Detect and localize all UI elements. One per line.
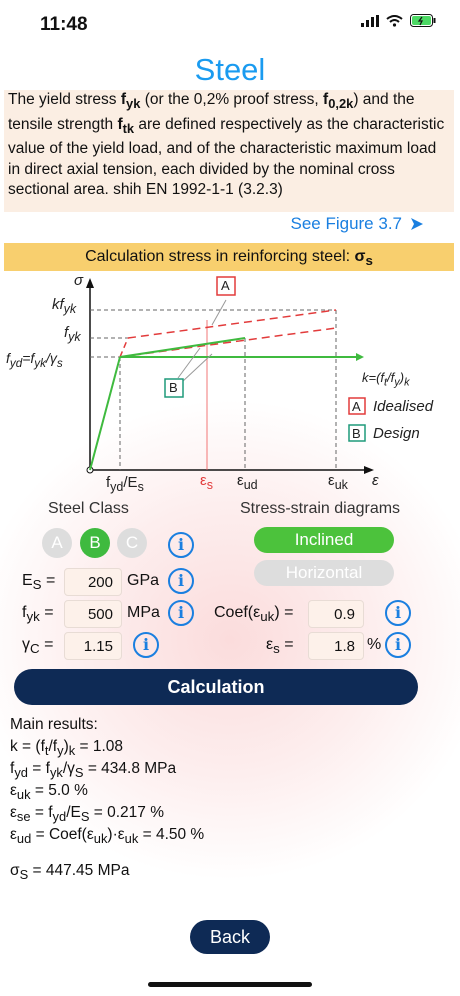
page-title: Steel [194, 52, 266, 87]
kfyk-label: kfyk [52, 296, 77, 316]
legend-b-box: B [352, 426, 361, 441]
stress-strain-diagram: σ ε kfyk fyk fyd=fyk/γs fyd/Es εs εud εu… [0, 270, 460, 500]
fyk-label: fyk [64, 324, 81, 344]
sigma-axis-label: σ [74, 272, 84, 289]
status-icons [361, 14, 436, 27]
status-bar: 11:48 [0, 0, 460, 50]
eps-unit: % [367, 636, 382, 653]
es-input[interactable]: 200 [64, 568, 122, 596]
class-b-button[interactable]: B [80, 528, 110, 558]
wifi-icon [386, 14, 403, 27]
see-figure-link[interactable]: See Figure 3.7 [290, 214, 424, 234]
box-b-label: B [169, 380, 178, 395]
class-info-icon[interactable]: i [168, 532, 194, 558]
class-c-button[interactable]: C [117, 528, 147, 558]
coef-input-label: Coef(εuk) = [214, 604, 294, 625]
fyk-info-icon[interactable]: i [168, 600, 194, 626]
home-indicator[interactable] [148, 982, 312, 987]
eud-label: εud [237, 472, 258, 492]
coef-info-icon[interactable]: i [385, 600, 411, 626]
gc-input-label: γC = [22, 636, 54, 657]
fyk-input-label: fyk = [22, 604, 54, 625]
battery-icon [410, 14, 436, 27]
fyk-input[interactable]: 500 [64, 600, 122, 628]
fyd-es-label: fyd/Es [106, 474, 144, 494]
result-euk: εuk = 5.0 % [10, 782, 88, 803]
coef-input[interactable]: 0.9 [308, 600, 364, 628]
result-sigma: σS = 447.45 MPa [10, 862, 130, 883]
description-text: The yield stress fyk (or the 0,2% proof … [4, 90, 454, 212]
results-panel: Main results: k = (ft/fy)k = 1.08 fyd = … [10, 714, 204, 882]
result-ese: εse = fyd/ES = 0.217 % [10, 804, 164, 825]
horizontal-button[interactable]: Horizontal [254, 560, 394, 586]
status-time: 11:48 [40, 14, 88, 35]
es-label: εs [200, 472, 213, 492]
eps-input-label: εs = [266, 636, 294, 657]
fyd-label: fyd=fyk/γs [6, 350, 63, 370]
legend-idealised: Idealised [373, 398, 434, 415]
fyk-unit: MPa [127, 604, 160, 621]
result-eud: εud = Coef(εuk)·εuk = 4.50 % [10, 826, 205, 847]
es-input-label: ES = [22, 572, 56, 593]
es-info-icon[interactable]: i [168, 568, 194, 594]
eps-info-icon[interactable]: i [385, 632, 411, 658]
gc-input[interactable]: 1.15 [64, 632, 122, 660]
calculation-banner: Calculation stress in reinforcing steel:… [4, 243, 454, 271]
k-ratio-label: k=(ft/fy)k [362, 370, 410, 389]
calculation-button[interactable]: Calculation [14, 669, 418, 705]
back-button[interactable]: Back [190, 920, 270, 954]
box-a-label: A [221, 278, 230, 293]
diagrams-heading: Stress-strain diagrams [240, 500, 401, 517]
es-unit: GPa [127, 572, 160, 589]
legend-design: Design [373, 425, 420, 442]
epsilon-axis-label: ε [372, 472, 379, 489]
steel-class-heading: Steel Class [48, 500, 129, 517]
arrow-right-icon [411, 218, 423, 230]
eps-input[interactable]: 1.8 [308, 632, 364, 660]
class-a-button[interactable]: A [42, 528, 72, 558]
gc-info-icon[interactable]: i [133, 632, 159, 658]
result-fyd: fyd = fyk/γS = 434.8 MPa [10, 760, 177, 781]
diagram-graphic [86, 276, 374, 474]
inclined-button[interactable]: Inclined [254, 527, 394, 553]
euk-label: εuk [328, 472, 348, 492]
results-heading: Main results: [10, 716, 98, 733]
signal-icon [361, 14, 379, 27]
see-figure-label: See Figure 3.7 [290, 214, 402, 233]
result-k: k = (ft/fy)k = 1.08 [10, 738, 124, 759]
legend-a-box: A [352, 399, 361, 414]
